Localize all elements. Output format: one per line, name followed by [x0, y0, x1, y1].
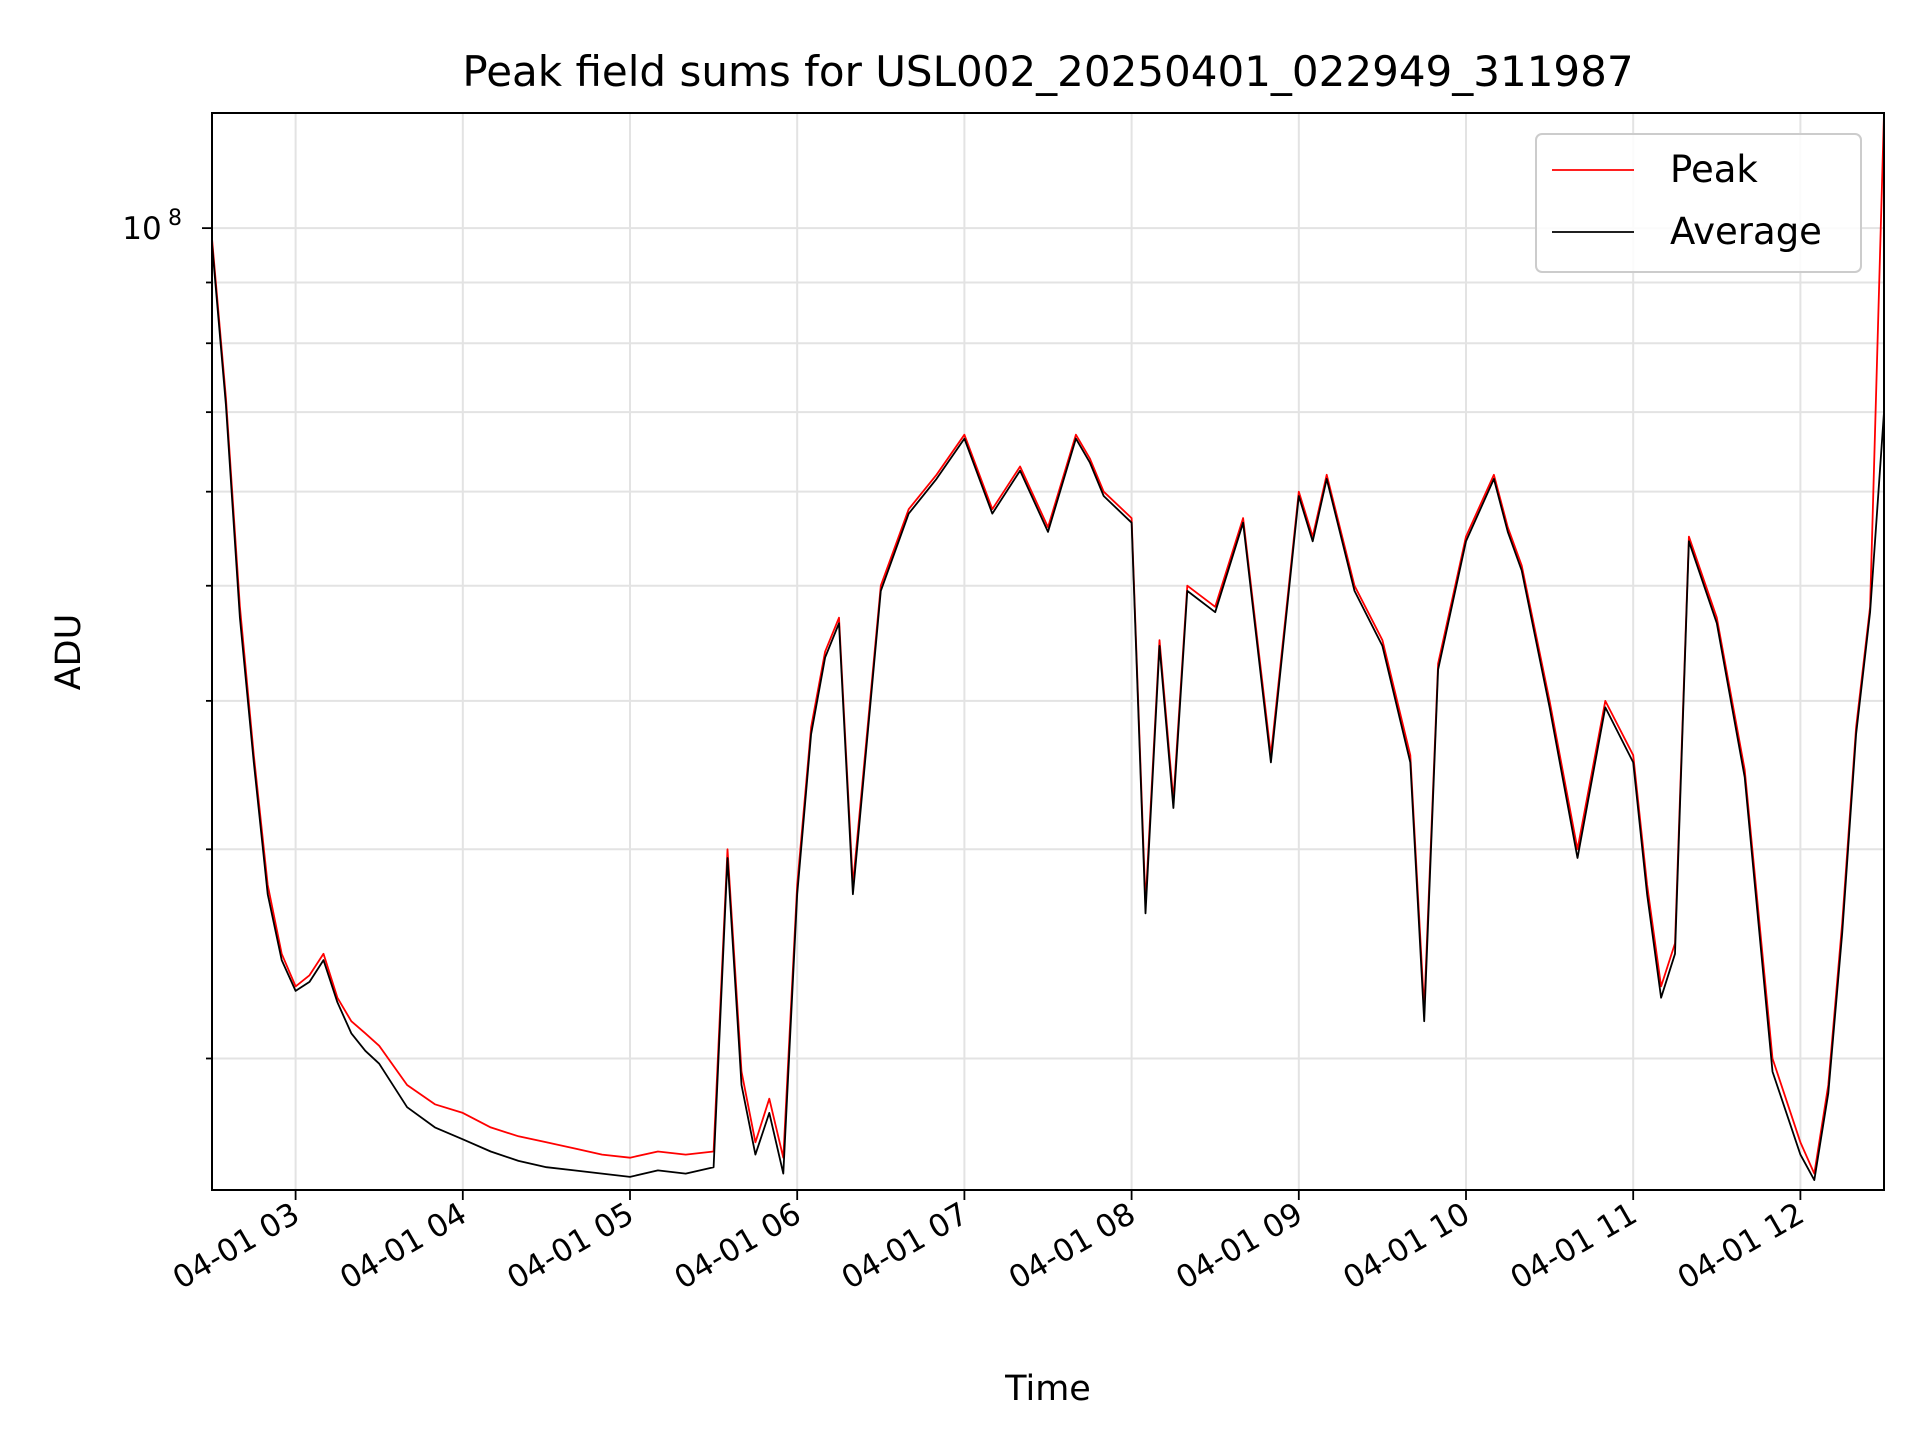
legend-label-peak: Peak [1670, 148, 1758, 191]
legend-label-average: Average [1670, 210, 1822, 253]
legend: Peak Average [1535, 133, 1862, 273]
y-axis-label: ADU [49, 614, 89, 691]
series-lines [211, 112, 1885, 1181]
chart-title: Peak field sums for USL002_20250401_0229… [462, 47, 1633, 96]
plot-frame [211, 112, 1885, 1191]
legend-box [1535, 133, 1862, 273]
y-tick-label: 10 [122, 211, 161, 247]
y-tick-label-exponent: 8 [168, 206, 182, 231]
x-axis-label: Time [1004, 1369, 1091, 1409]
series-line-average [211, 243, 1885, 1181]
